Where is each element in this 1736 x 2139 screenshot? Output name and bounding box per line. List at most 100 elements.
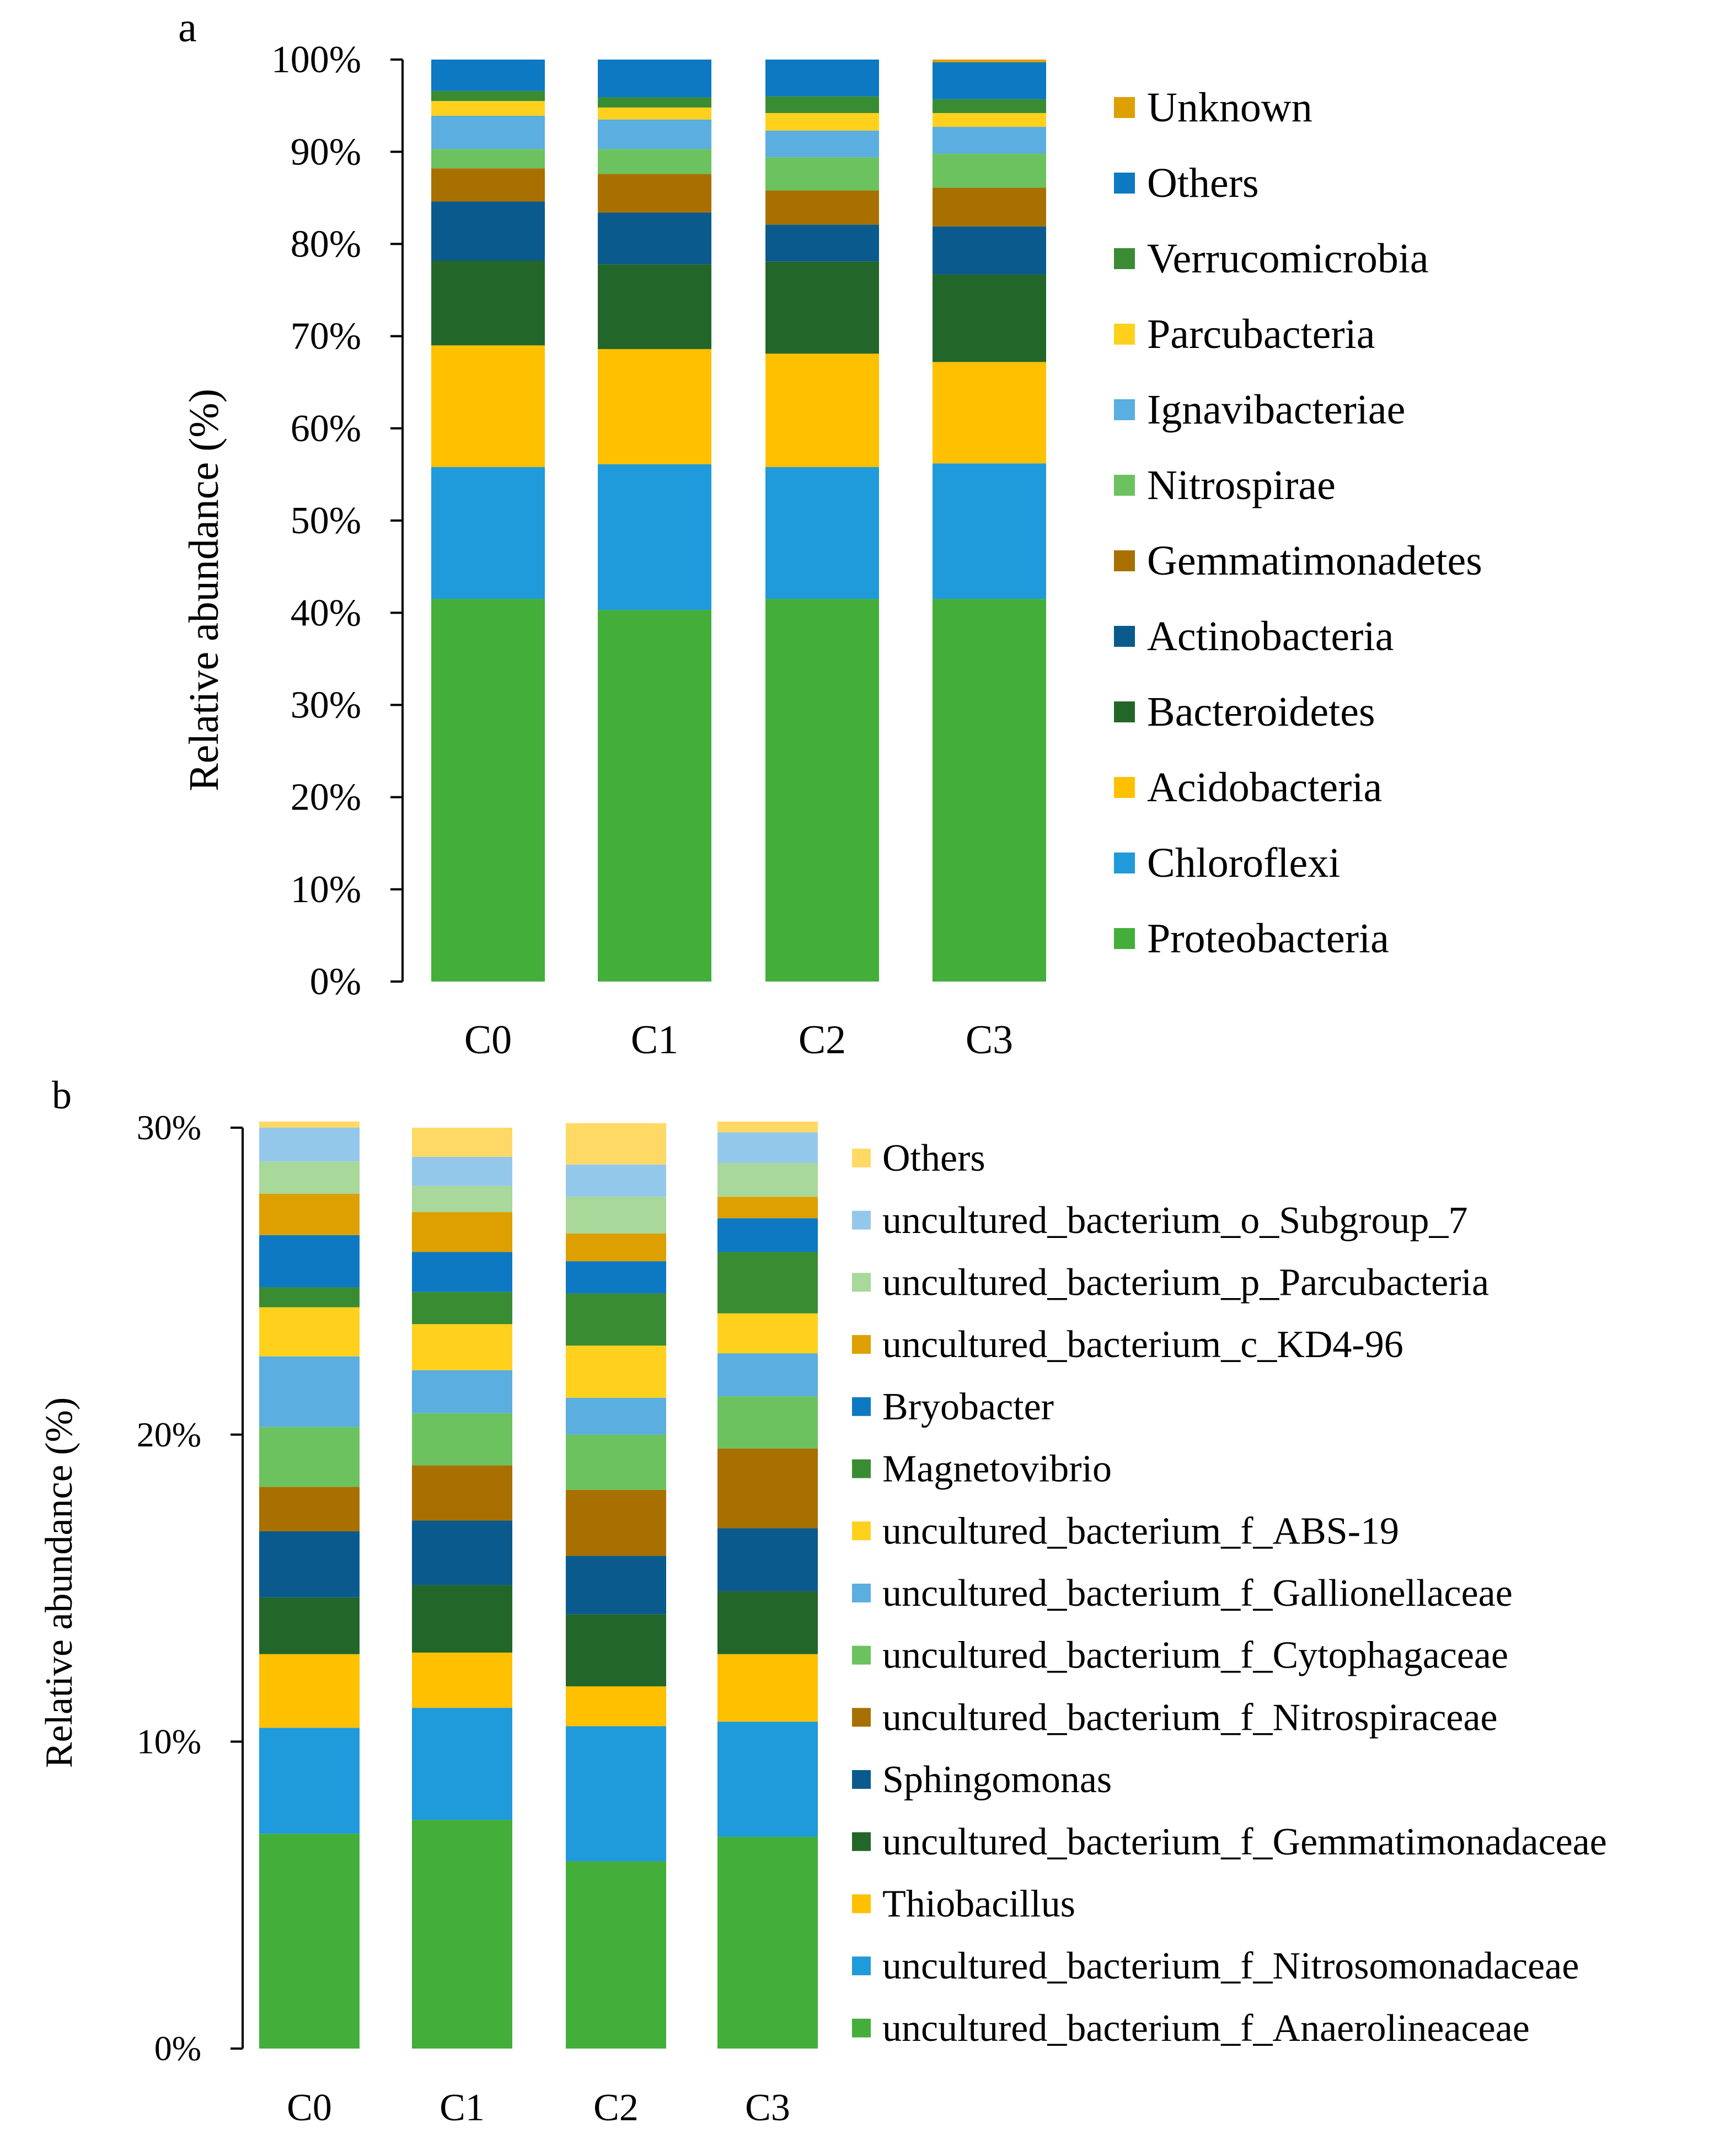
legend-swatch-uncultured-bacterium-f-cytophagaceae bbox=[852, 1645, 871, 1665]
bar-c0-uncultured-bacterium-f-anaerolineaceae bbox=[259, 1834, 360, 2049]
legend-label-uncultured-bacterium-f-nitrosomonadaceae: uncultured_bacterium_f_Nitrosomonadaceae bbox=[882, 1945, 1579, 1987]
panel-b-ylabel: Relative abundance (%) bbox=[38, 1397, 81, 1768]
bar-c0-others bbox=[431, 60, 545, 91]
legend-label-chloroflexi: Chloroflexi bbox=[1147, 840, 1340, 886]
x-tick-label: C3 bbox=[966, 1017, 1013, 1063]
legend-label-uncultured-bacterium-f-gemmatimonadaceae: uncultured_bacterium_f_Gemmatimonadaceae bbox=[882, 1821, 1607, 1863]
legend-swatch-ignavibacteriae bbox=[1114, 399, 1135, 420]
bar-c1-proteobacteria bbox=[598, 610, 711, 982]
legend-label-unknown: Unknown bbox=[1147, 84, 1312, 131]
bar-c2-uncultured-bacterium-f-anaerolineaceae bbox=[566, 1861, 666, 2049]
panel-b: b Relative abundance (%) C0 C1 C2 C3 0% 10% 20… bbox=[38, 1073, 1607, 2129]
bar-c2-bryobacter bbox=[566, 1261, 666, 1294]
bar-c3-uncultured-bacterium-f-nitrospiraceae bbox=[717, 1448, 818, 1529]
bar-c3-verrucomicrobia bbox=[933, 99, 1046, 113]
legend-swatch-magnetovibrio bbox=[852, 1459, 871, 1478]
bar-c2-magnetovibrio bbox=[566, 1293, 666, 1346]
bar-c2-uncultured-bacterium-f-abs-19 bbox=[566, 1345, 666, 1398]
legend-label-actinobacteria: Actinobacteria bbox=[1147, 613, 1394, 660]
bar-c1-uncultured-bacterium-f-gallionellaceae bbox=[412, 1370, 512, 1413]
bar-c0-proteobacteria bbox=[431, 599, 545, 982]
bar-c1-uncultured-bacterium-f-nitrosomonadaceae bbox=[412, 1708, 512, 1820]
legend-swatch-chloroflexi bbox=[1114, 853, 1135, 873]
bar-c3-uncultured-bacterium-f-gemmatimonadaceae bbox=[717, 1591, 818, 1654]
bar-c2-bacteroidetes bbox=[765, 261, 879, 354]
bar-c1-bryobacter bbox=[412, 1252, 512, 1292]
legend-label-proteobacteria: Proteobacteria bbox=[1147, 915, 1389, 962]
legend-swatch-uncultured-bacterium-c-kd4-96 bbox=[852, 1335, 871, 1354]
y-tick-label: 60% bbox=[291, 408, 361, 450]
bar-c3-uncultured-bacterium-f-gallionellaceae bbox=[717, 1353, 818, 1397]
bar-c3-parcubacteria bbox=[933, 112, 1046, 127]
bar-c2-nitrospirae bbox=[765, 157, 879, 191]
bar-c0-uncultured-bacterium-c-kd4-96 bbox=[259, 1193, 360, 1235]
bar-c3-others bbox=[933, 62, 1046, 99]
legend-swatch-bryobacter bbox=[852, 1397, 871, 1416]
x-tick-label: C0 bbox=[464, 1017, 512, 1063]
legend-swatch-unknown bbox=[1114, 97, 1135, 118]
legend-swatch-others bbox=[852, 1149, 871, 1167]
legend-label-uncultured-bacterium-f-gallionellaceae: uncultured_bacterium_f_Gallionellaceae bbox=[882, 1572, 1513, 1615]
bar-c0-gemmatimonadetes bbox=[431, 168, 545, 202]
bar-c0-thiobacillus bbox=[259, 1654, 360, 1728]
bar-c3-uncultured-bacterium-f-abs-19 bbox=[717, 1313, 818, 1354]
bar-c2-acidobacteria bbox=[765, 353, 879, 468]
bar-c0-nitrospirae bbox=[431, 149, 545, 169]
bar-c0-others bbox=[259, 1121, 360, 1128]
bar-c0-uncultured-bacterium-o-subgroup-7 bbox=[259, 1128, 360, 1162]
bar-c1-verrucomicrobia bbox=[598, 97, 711, 108]
bar-c3-uncultured-bacterium-p-parcubacteria bbox=[717, 1163, 818, 1197]
bar-c3-actinobacteria bbox=[933, 226, 1046, 275]
bar-c2-proteobacteria bbox=[765, 599, 879, 982]
bar-c2-ignavibacteriae bbox=[765, 130, 879, 158]
bar-c2-uncultured-bacterium-p-parcubacteria bbox=[566, 1197, 666, 1234]
legend-label-others: Others bbox=[882, 1137, 985, 1180]
legend-swatch-uncultured-bacterium-f-gallionellaceae bbox=[852, 1583, 871, 1602]
bar-c0-uncultured-bacterium-p-parcubacteria bbox=[259, 1161, 360, 1194]
bar-c1-uncultured-bacterium-p-parcubacteria bbox=[412, 1186, 512, 1213]
legend-swatch-sphingomonas bbox=[852, 1770, 871, 1789]
bar-c1-acidobacteria bbox=[598, 349, 711, 465]
legend-swatch-uncultured-bacterium-f-nitrospiraceae bbox=[852, 1708, 871, 1727]
legend-swatch-uncultured-bacterium-f-abs-19 bbox=[852, 1521, 871, 1541]
x-tick-label: C2 bbox=[593, 2087, 639, 2129]
legend-swatch-actinobacteria bbox=[1114, 626, 1135, 647]
bar-c2-uncultured-bacterium-f-nitrosomonadaceae bbox=[566, 1726, 666, 1862]
bar-c2-gemmatimonadetes bbox=[765, 190, 879, 225]
bar-c2-sphingomonas bbox=[566, 1556, 666, 1615]
y-tick-label: 70% bbox=[291, 315, 361, 358]
bar-c1-uncultured-bacterium-f-nitrospiraceae bbox=[412, 1465, 512, 1521]
bar-c0-magnetovibrio bbox=[259, 1287, 360, 1307]
bar-c1-others bbox=[598, 60, 711, 98]
bar-c2-uncultured-bacterium-f-cytophagaceae bbox=[566, 1434, 666, 1490]
bar-c1-nitrospirae bbox=[598, 149, 711, 174]
y-tick-label: 10% bbox=[291, 869, 361, 911]
y-tick-label: 0% bbox=[154, 2029, 201, 2068]
bar-c1-chloroflexi bbox=[598, 464, 711, 610]
legend-swatch-proteobacteria bbox=[1114, 928, 1135, 949]
y-tick-label: 80% bbox=[291, 223, 361, 266]
bar-c2-uncultured-bacterium-f-gemmatimonadaceae bbox=[566, 1614, 666, 1687]
legend-label-uncultured-bacterium-f-nitrospiraceae: uncultured_bacterium_f_Nitrospiraceae bbox=[882, 1696, 1498, 1739]
bar-c3-magnetovibrio bbox=[717, 1252, 818, 1314]
legend-swatch-bacteroidetes bbox=[1114, 701, 1135, 722]
bar-c3-others bbox=[717, 1121, 818, 1133]
y-tick-label: 40% bbox=[291, 592, 361, 634]
bar-c0-chloroflexi bbox=[431, 467, 545, 599]
panel-b-label: b bbox=[52, 1073, 72, 1117]
bar-c3-gemmatimonadetes bbox=[933, 187, 1046, 227]
legend-swatch-uncultured-bacterium-p-parcubacteria bbox=[852, 1273, 871, 1292]
bar-c1-uncultured-bacterium-f-abs-19 bbox=[412, 1324, 512, 1370]
bar-c1-gemmatimonadetes bbox=[598, 174, 711, 213]
bar-c1-uncultured-bacterium-f-cytophagaceae bbox=[412, 1413, 512, 1466]
bar-c0-verrucomicrobia bbox=[431, 90, 545, 101]
x-tick-label: C1 bbox=[440, 2087, 485, 2129]
bar-c1-ignavibacteriae bbox=[598, 119, 711, 149]
legend-label-parcubacteria: Parcubacteria bbox=[1147, 311, 1375, 357]
bar-c1-actinobacteria bbox=[598, 212, 711, 265]
legend-label-acidobacteria: Acidobacteria bbox=[1147, 764, 1382, 811]
bar-c0-bacteroidetes bbox=[431, 260, 545, 346]
legend-label-bacteroidetes: Bacteroidetes bbox=[1147, 689, 1375, 735]
bar-c3-nitrospirae bbox=[933, 153, 1046, 188]
